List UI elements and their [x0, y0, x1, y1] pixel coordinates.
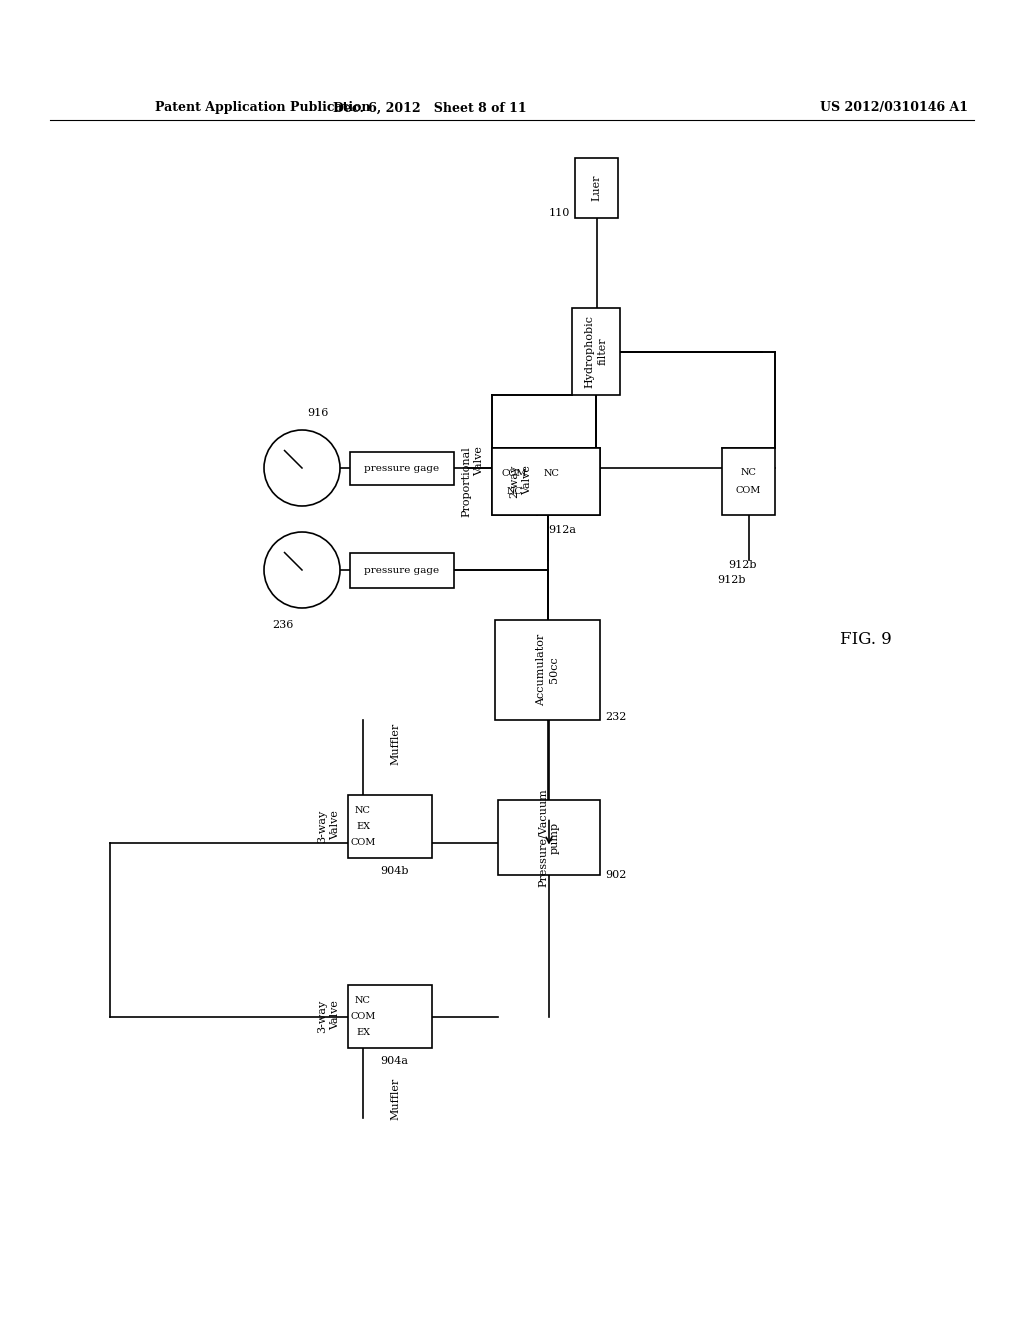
Text: EX: EX [356, 822, 370, 832]
Text: COM: COM [350, 838, 376, 847]
Text: 3-way
Valve: 3-way Valve [317, 999, 340, 1034]
Text: 912b: 912b [728, 560, 757, 570]
Bar [537, 447, 600, 515]
Circle shape [264, 532, 340, 609]
Text: pressure gage: pressure gage [365, 566, 439, 576]
Text: 916: 916 [307, 408, 329, 418]
Bar [350, 553, 454, 587]
Bar [495, 620, 600, 719]
Text: COM: COM [736, 486, 761, 495]
Text: Hydrophobic
filter: Hydrophobic filter [585, 315, 607, 388]
Text: 2-way
Valve: 2-way Valve [510, 465, 532, 498]
Text: FIG. 9: FIG. 9 [840, 631, 892, 648]
Text: NC: NC [544, 469, 560, 478]
Text: 232: 232 [605, 711, 627, 722]
Text: NC: NC [355, 997, 371, 1005]
Text: COM: COM [502, 469, 527, 478]
Text: Dec. 6, 2012   Sheet 8 of 11: Dec. 6, 2012 Sheet 8 of 11 [333, 102, 526, 115]
Text: 3-way
Valve: 3-way Valve [317, 810, 340, 843]
Bar [572, 308, 620, 395]
Bar [575, 158, 618, 218]
Text: 902: 902 [605, 870, 627, 880]
Bar [492, 447, 600, 515]
Text: NC: NC [355, 807, 371, 814]
Text: Muffler: Muffler [390, 723, 400, 766]
Text: NC: NC [507, 487, 522, 496]
Text: pressure gage: pressure gage [365, 465, 439, 473]
Text: COM: COM [350, 1012, 376, 1020]
Text: Muffler: Muffler [390, 1078, 400, 1121]
Bar [722, 447, 775, 515]
Bar [350, 451, 454, 484]
Bar [492, 447, 537, 515]
Text: Luer: Luer [592, 174, 601, 201]
Text: 110: 110 [549, 209, 570, 218]
Text: EX: EX [356, 1028, 370, 1038]
Text: 236: 236 [272, 620, 294, 630]
Text: 904a: 904a [380, 1056, 408, 1067]
Text: 912a: 912a [548, 525, 575, 535]
Text: Accumulator
50cc: Accumulator 50cc [537, 634, 559, 706]
Bar [348, 985, 432, 1048]
Text: Pressure/Vacuum
pump: Pressure/Vacuum pump [538, 788, 560, 887]
Text: NC: NC [740, 469, 757, 477]
Text: Proportional
Valve: Proportional Valve [462, 446, 484, 517]
Text: Patent Application Publication: Patent Application Publication [155, 102, 371, 115]
Bar [348, 795, 432, 858]
Circle shape [264, 430, 340, 506]
Text: 912b: 912b [717, 576, 745, 585]
Bar [498, 800, 600, 875]
Text: 904b: 904b [380, 866, 409, 876]
Text: US 2012/0310146 A1: US 2012/0310146 A1 [820, 102, 968, 115]
